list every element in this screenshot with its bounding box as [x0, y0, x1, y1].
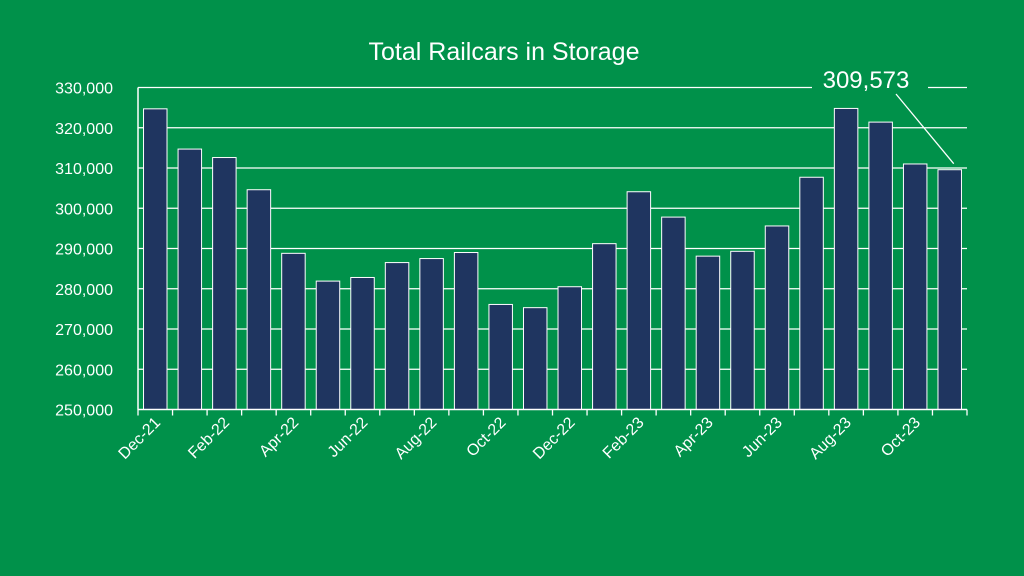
axes — [137, 87, 968, 416]
bar-Mar-22 — [246, 189, 272, 410]
callout: 309,573 — [812, 66, 955, 165]
y-tick-label: 290,000 — [55, 242, 113, 259]
bar-Sep-23 — [868, 121, 893, 411]
y-tick-label: 280,000 — [55, 282, 113, 299]
y-tick-label: 270,000 — [55, 322, 113, 339]
bar-Apr-22 — [281, 252, 306, 410]
bar-Feb-22 — [212, 157, 237, 410]
bar-Apr-23 — [695, 255, 721, 410]
bar-Jun-23 — [764, 225, 790, 410]
bar-May-22 — [315, 280, 341, 411]
bar-Jan-22 — [177, 148, 203, 411]
gridlines — [138, 86, 967, 370]
y-tick-label: 330,000 — [55, 81, 113, 98]
bar-Jul-22 — [384, 262, 410, 410]
bar-Nov-23 — [937, 169, 962, 410]
bar-Sep-22 — [453, 252, 479, 410]
callout-label: 309,573 — [823, 67, 910, 94]
callout-label-background — [812, 66, 928, 96]
bar-Nov-22 — [522, 307, 548, 411]
y-tick-labels: 250,000 260,000 270,000 280,000 290,000 300,0… — [55, 81, 113, 420]
bar-Mar-23 — [661, 216, 686, 410]
bar-Dec-22 — [557, 286, 583, 410]
y-tick-label: 320,000 — [55, 121, 113, 138]
bar-Dec-21 — [143, 108, 168, 411]
callout-leader-line — [895, 93, 955, 165]
bar-Aug-22 — [419, 258, 444, 410]
bar-Oct-23 — [902, 163, 928, 410]
y-tick-label: 260,000 — [55, 362, 113, 379]
bar-Jul-23 — [799, 176, 824, 410]
bar-Feb-23 — [626, 191, 652, 410]
y-tick-label: 250,000 — [55, 403, 113, 420]
bar-May-23 — [730, 250, 755, 410]
y-tick-label: 310,000 — [55, 161, 113, 178]
bar-Aug-23 — [833, 107, 859, 411]
bar-Oct-22 — [488, 303, 513, 411]
bar-Jan-23 — [592, 243, 617, 410]
bar-Jun-22 — [350, 276, 375, 411]
chart-title: Total Railcars in Storage — [369, 38, 640, 66]
y-tick-label: 300,000 — [55, 201, 113, 218]
